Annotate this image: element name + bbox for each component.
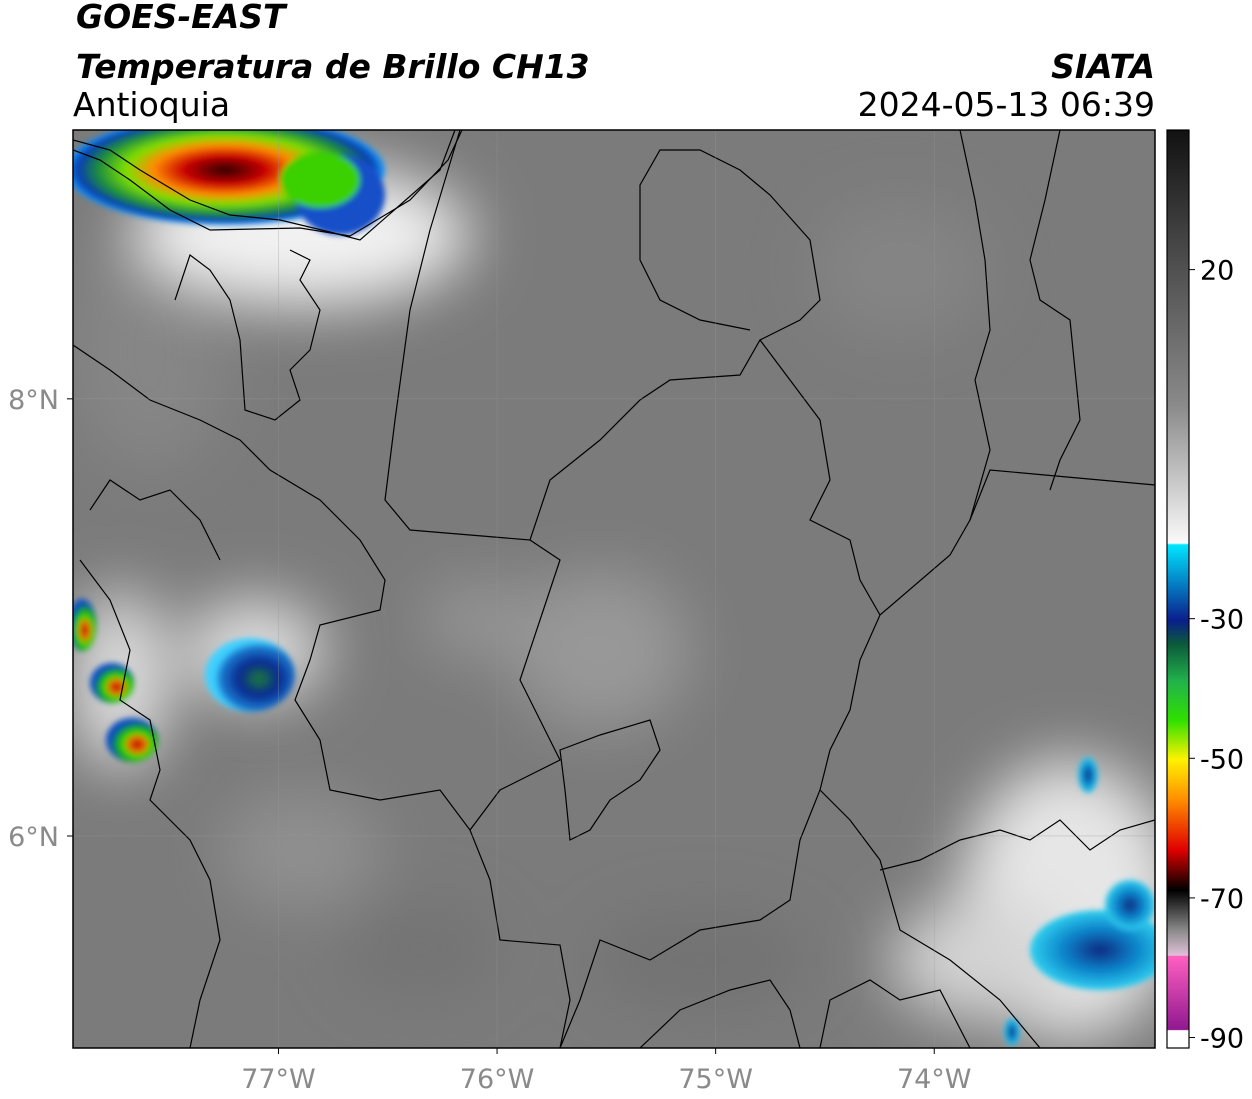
y-tick-label: 6°N bbox=[8, 822, 59, 853]
product: Temperatura de Brillo CH13 bbox=[76, 47, 590, 86]
colorbar-tick-label: 20 bbox=[1200, 256, 1234, 287]
x-tick-label: 75°W bbox=[678, 1064, 753, 1095]
map-image bbox=[73, 130, 1155, 1048]
colorbar-tick-label: -30 bbox=[1200, 605, 1244, 636]
x-tick-label: 76°W bbox=[460, 1064, 535, 1095]
colorbar bbox=[1166, 129, 1190, 1049]
source: SIATA bbox=[1051, 47, 1155, 86]
map-frame bbox=[72, 129, 1156, 1049]
colorbar-tick-label: -90 bbox=[1200, 1024, 1244, 1055]
satellite: GOES-EAST bbox=[76, 0, 288, 36]
datetime: 2024-05-13 06:39 bbox=[858, 85, 1155, 124]
colorbar-tick-label: -50 bbox=[1200, 744, 1244, 775]
boundaries bbox=[73, 130, 1155, 1048]
y-tick-label: 8°N bbox=[8, 385, 59, 416]
region: Antioquia bbox=[73, 85, 230, 124]
colorbar-tick-label: -70 bbox=[1200, 884, 1244, 915]
x-tick-label: 77°W bbox=[241, 1064, 316, 1095]
x-tick-label: 74°W bbox=[897, 1064, 972, 1095]
